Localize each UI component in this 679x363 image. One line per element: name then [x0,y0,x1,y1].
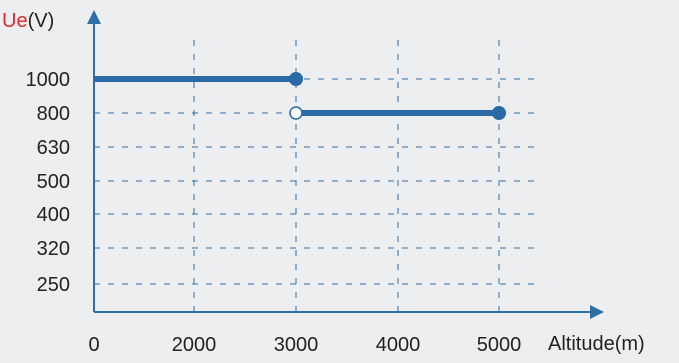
y-axis-title-suffix: (V) [28,10,55,32]
axes [87,10,604,319]
x-tick-label: 0 [88,334,99,356]
y-axis-title-prefix: Ue [2,10,28,32]
x-tick-label: 5000 [477,334,522,356]
y-tick-labels: 250 320 400 500 630 800 1000 [26,69,71,296]
open-point-marker [289,106,303,120]
x-tick-labels: 0 2000 3000 4000 5000 [88,334,521,356]
y-axis-title: Ue(V) [2,10,54,32]
y-tick-label: 1000 [26,69,71,91]
x-tick-label: 3000 [274,334,319,356]
x-tick-label: 2000 [172,334,217,356]
x-axis-title: Altitude(m) [548,333,645,355]
x-axis-arrow-icon [590,305,604,319]
y-tick-label: 800 [37,103,70,125]
x-tick-label: 4000 [376,334,421,356]
y-axis-arrow-icon [87,10,101,24]
filled-point-marker [289,72,303,86]
series [94,72,506,120]
y-tick-label: 320 [37,238,70,260]
y-tick-label: 400 [37,204,70,226]
filled-point-marker [492,106,506,120]
y-tick-label: 250 [37,274,70,296]
y-tick-label: 500 [37,171,70,193]
y-tick-label: 630 [37,137,70,159]
